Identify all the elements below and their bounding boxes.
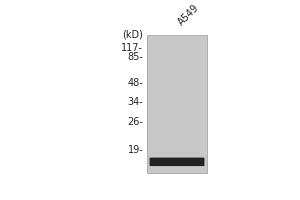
Text: 85-: 85-	[128, 52, 143, 62]
Bar	[147, 35, 207, 173]
Text: 34-: 34-	[128, 97, 143, 107]
Text: 26-: 26-	[128, 117, 143, 127]
Text: 19-: 19-	[128, 145, 143, 155]
Text: 48-: 48-	[128, 78, 143, 88]
Text: 117-: 117-	[121, 43, 143, 53]
Text: (kD): (kD)	[122, 30, 143, 40]
Text: A549: A549	[176, 3, 201, 28]
FancyBboxPatch shape	[150, 158, 204, 166]
